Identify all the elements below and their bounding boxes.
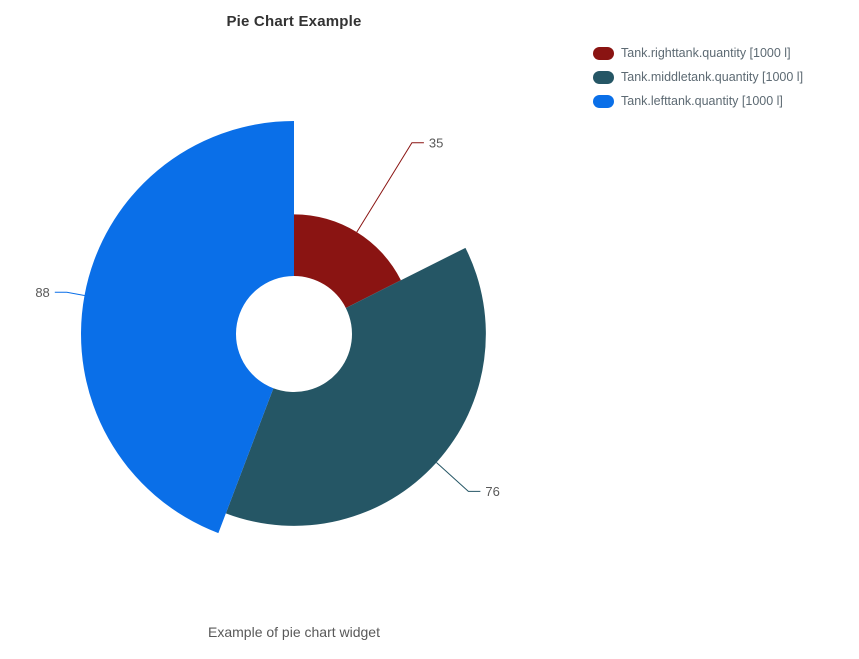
legend-label-righttank: Tank.righttank.quantity [1000 l] <box>621 46 791 60</box>
label-line-righttank <box>356 142 424 233</box>
label-line-lefttank <box>54 291 85 297</box>
legend-item-middletank[interactable]: Tank.middletank.quantity [1000 l] <box>593 71 803 84</box>
slice-value-label-righttank: 35 <box>429 135 443 150</box>
label-line-middletank <box>436 462 481 492</box>
legend-item-righttank[interactable]: Tank.righttank.quantity [1000 l] <box>593 47 803 60</box>
legend-swatch-lefttank <box>593 95 614 108</box>
legend: Tank.righttank.quantity [1000 l] Tank.mi… <box>593 47 803 108</box>
legend-label-middletank: Tank.middletank.quantity [1000 l] <box>621 70 804 84</box>
legend-label-lefttank: Tank.lefttank.quantity [1000 l] <box>621 94 783 108</box>
legend-item-lefttank[interactable]: Tank.lefttank.quantity [1000 l] <box>593 95 803 108</box>
chart-title: Pie Chart Example <box>226 13 362 30</box>
slice-value-label-middletank: 76 <box>485 484 499 499</box>
pie-slice-lefttank[interactable] <box>81 121 294 534</box>
pie-slice-righttank[interactable] <box>294 214 401 308</box>
legend-swatch-righttank <box>593 47 614 60</box>
chart-caption: Example of pie chart widget <box>208 624 380 640</box>
legend-swatch-middletank <box>593 71 614 84</box>
slice-value-label-lefttank: 88 <box>35 285 49 300</box>
pie-slice-middletank[interactable] <box>225 247 486 526</box>
